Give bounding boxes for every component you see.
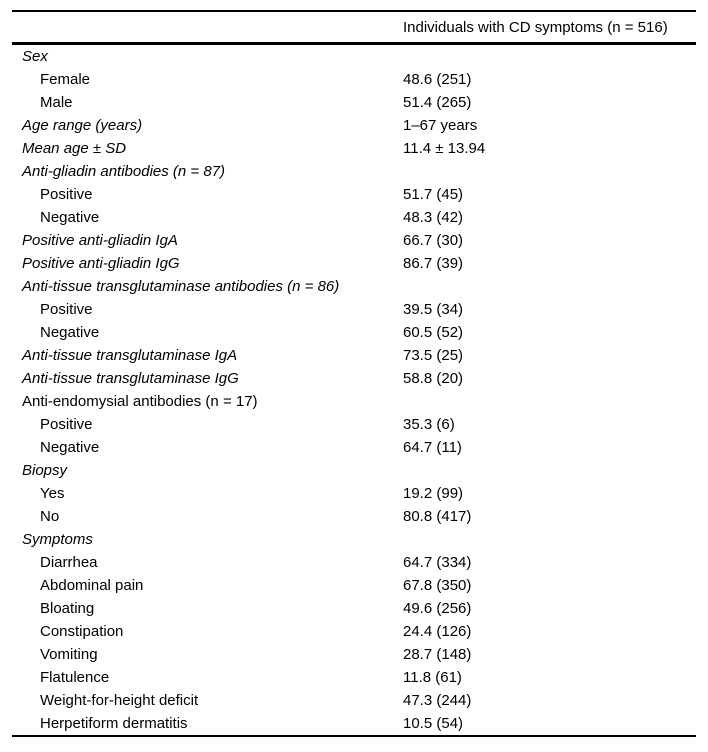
table-row: Symptoms [12,528,696,551]
row-label: Flatulence [40,669,110,686]
table-row: Diarrhea 64.7 (334) [12,551,696,574]
table-row: Anti-tissue transglutaminase IgG 58.8 (2… [12,367,696,390]
row-label: Abdominal pain [40,577,144,594]
table-row: Negative 48.3 (42) [12,206,696,229]
table-top-rule [12,10,696,12]
row-value: 51.7 (45) [403,186,464,203]
row-label: Anti-tissue transglutaminase IgG [22,370,239,387]
table-row: Positive anti-gliadin IgG 86.7 (39) [12,252,696,275]
table-row: Positive 35.3 (6) [12,413,696,436]
table-row: Weight-for-height deficit 47.3 (244) [12,689,696,712]
table-row: Anti-endomysial antibodies (n = 17) [12,390,696,413]
table-row: Positive 51.7 (45) [12,183,696,206]
row-label: Negative [40,209,100,226]
table-row: Male 51.4 (265) [12,91,696,114]
table-row: Anti-gliadin antibodies (n = 87) [12,160,696,183]
table-bottom-rule [12,735,696,737]
row-value: 11.4 ± 13.94 [403,140,486,157]
row-value: 39.5 (34) [403,301,464,318]
row-label: Male [40,94,73,111]
row-label: No [40,508,60,525]
table-row: Negative 60.5 (52) [12,321,696,344]
row-value: 48.6 (251) [403,71,472,88]
row-label: Yes [40,485,65,502]
cd-symptoms-table: Individuals with CD symptoms (n = 516) S… [12,10,696,737]
row-value: 24.4 (126) [403,623,472,640]
table-row: Anti-tissue transglutaminase antibodies … [12,275,696,298]
row-value: 10.5 (54) [403,715,464,732]
row-value: 67.8 (350) [403,577,472,594]
row-label: Anti-endomysial antibodies (n = 17) [22,393,258,410]
row-value: 1–67 years [403,117,478,134]
row-label: Anti-tissue transglutaminase IgA [22,347,238,364]
table-row: Positive 39.5 (34) [12,298,696,321]
row-label: Positive anti-gliadin IgA [22,232,178,249]
table-row: Bloating 49.6 (256) [12,597,696,620]
table-row: Abdominal pain 67.8 (350) [12,574,696,597]
row-value: 19.2 (99) [403,485,464,502]
row-label: Vomiting [40,646,98,663]
row-value: 86.7 (39) [403,255,464,272]
row-value: 35.3 (6) [403,416,455,433]
table-row: Herpetiform dermatitis 10.5 (54) [12,712,696,735]
table-row: Negative 64.7 (11) [12,436,696,459]
row-value: 66.7 (30) [403,232,464,249]
row-label: Anti-tissue transglutaminase antibodies … [22,278,340,295]
row-label: Negative [40,324,100,341]
row-value: 47.3 (244) [403,692,472,709]
table-row: No 80.8 (417) [12,505,696,528]
table-row: Vomiting 28.7 (148) [12,643,696,666]
row-label: Positive [40,186,93,203]
row-label: Herpetiform dermatitis [40,715,188,732]
row-value: 11.8 (61) [403,669,462,686]
table-row: Yes 19.2 (99) [12,482,696,505]
row-label: Positive [40,416,93,433]
row-label: Weight-for-height deficit [40,692,199,709]
row-label: Age range (years) [22,117,143,134]
row-label: Female [40,71,91,88]
row-label: Mean age ± SD [22,140,127,157]
row-value: 58.8 (20) [403,370,464,387]
table-row: Mean age ± SD 11.4 ± 13.94 [12,137,696,160]
row-label: Negative [40,439,100,456]
row-value: 80.8 (417) [403,508,472,525]
row-label: Sex [22,48,48,65]
row-value: 64.7 (11) [403,439,462,456]
row-value: 28.7 (148) [403,646,472,663]
row-value: 49.6 (256) [403,600,472,617]
table-row: Female 48.6 (251) [12,68,696,91]
row-label: Biopsy [22,462,68,479]
column-header: Individuals with CD symptoms (n = 516) [403,18,668,36]
row-label: Constipation [40,623,124,640]
row-label: Symptoms [22,531,93,548]
row-value: 48.3 (42) [403,209,464,226]
table-row: Biopsy [12,459,696,482]
row-value: 64.7 (334) [403,554,472,571]
table-row: Constipation 24.4 (126) [12,620,696,643]
table-header-rule [12,42,696,45]
row-label: Diarrhea [40,554,98,571]
row-value: 51.4 (265) [403,94,472,111]
table-row: Flatulence 11.8 (61) [12,666,696,689]
table-row: Positive anti-gliadin IgA 66.7 (30) [12,229,696,252]
row-value: 60.5 (52) [403,324,464,341]
table-row: Age range (years) 1–67 years [12,114,696,137]
row-label: Positive [40,301,93,318]
table-row: Anti-tissue transglutaminase IgA 73.5 (2… [12,344,696,367]
row-label: Bloating [40,600,95,617]
row-value: 73.5 (25) [403,347,464,364]
table-header-row: Individuals with CD symptoms (n = 516) [12,12,696,42]
row-label: Positive anti-gliadin IgG [22,255,180,272]
row-label: Anti-gliadin antibodies (n = 87) [22,163,226,180]
table-body: Sex Female 48.6 (251) Male 51.4 (265) Ag… [12,45,696,735]
table-row: Sex [12,45,696,68]
